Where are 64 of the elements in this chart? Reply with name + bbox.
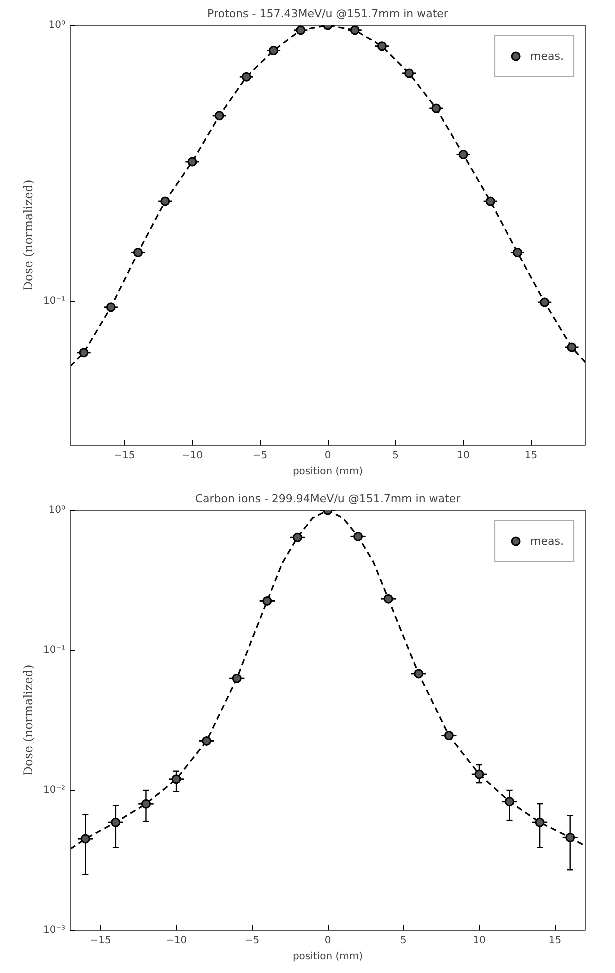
point xyxy=(444,731,454,741)
point xyxy=(505,797,515,807)
point xyxy=(214,111,224,121)
point xyxy=(566,832,576,842)
x-tick-label: 0 xyxy=(324,936,332,946)
x-tick-label: −10 xyxy=(182,450,204,462)
x-tick-label: 10 xyxy=(473,936,486,946)
point xyxy=(535,818,545,828)
y-axis-title: Dose (normalized) xyxy=(21,180,36,292)
point xyxy=(414,669,424,679)
point xyxy=(458,150,468,160)
point xyxy=(232,674,242,684)
point xyxy=(269,46,279,56)
point xyxy=(404,68,414,78)
x-axis-title: position (mm) xyxy=(292,466,364,478)
x-tick-label: 15 xyxy=(524,450,538,462)
x-tick-label: 5 xyxy=(392,450,399,462)
x-tick-label: −15 xyxy=(114,450,136,462)
point xyxy=(540,298,550,308)
point xyxy=(377,42,387,52)
x-tick-label: 15 xyxy=(548,936,562,946)
point xyxy=(474,770,484,780)
point xyxy=(106,302,116,312)
point xyxy=(111,818,121,828)
point xyxy=(512,248,522,258)
point xyxy=(567,342,577,352)
point xyxy=(292,532,302,542)
point xyxy=(160,196,170,206)
point xyxy=(350,26,360,36)
point xyxy=(141,799,151,809)
y-tick-label: 10⁰ xyxy=(48,505,66,516)
legend-label: meas. xyxy=(530,50,564,62)
legend-label: meas. xyxy=(530,534,564,548)
point xyxy=(486,196,496,206)
point xyxy=(242,72,252,82)
y-tick-label: 10⁻¹ xyxy=(43,645,66,656)
point xyxy=(262,596,272,606)
point xyxy=(79,348,89,358)
x-tick-label: −5 xyxy=(252,450,268,462)
y-tick-label: 10⁻² xyxy=(43,785,66,796)
point xyxy=(202,736,212,746)
x-tick-label: 5 xyxy=(400,936,407,946)
x-tick-label: 10 xyxy=(457,450,470,462)
line-series xyxy=(70,510,586,850)
point xyxy=(296,26,306,36)
point xyxy=(134,248,144,258)
x-tick-label: −15 xyxy=(90,936,112,946)
y-tick-label: 10⁰ xyxy=(48,20,66,31)
point xyxy=(432,104,442,114)
point xyxy=(80,834,90,844)
y-tick-label: 10⁻¹ xyxy=(43,296,66,307)
chart-title: Carbon ions - 299.94MeV/u @151.7mm in water xyxy=(195,492,462,506)
x-tick-label: 0 xyxy=(324,450,332,462)
y-tick-label: 10⁻³ xyxy=(43,925,66,936)
x-tick-label: −5 xyxy=(244,936,260,946)
point xyxy=(354,532,364,542)
chart-title: Protons - 157.43MeV/u @151.7mm in water xyxy=(208,8,449,20)
point xyxy=(384,594,394,604)
y-axis-title: Dose (normalized) xyxy=(21,664,36,776)
line-series xyxy=(70,26,586,368)
x-axis-title: position (mm) xyxy=(292,952,364,962)
point xyxy=(172,774,182,784)
x-tick-label: −10 xyxy=(166,936,188,946)
point xyxy=(188,157,198,167)
